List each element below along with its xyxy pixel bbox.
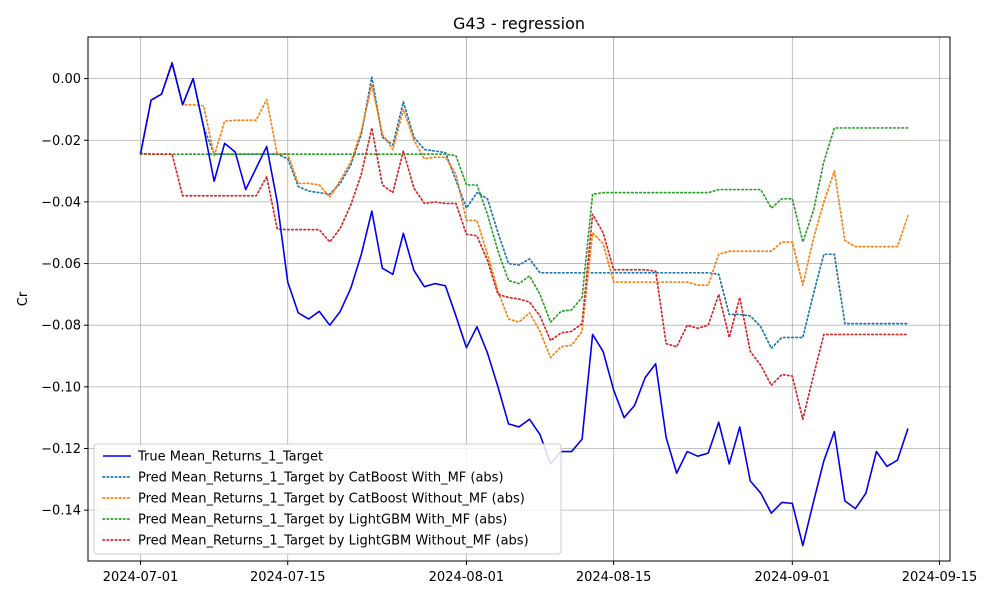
chart-title: G43 - regression [453, 14, 585, 33]
x-tick-label: 2024-08-01 [429, 570, 505, 585]
x-tick-label: 2024-07-01 [103, 570, 179, 585]
y-axis-label: Cr [16, 291, 31, 306]
y-tick-label: −0.14 [41, 504, 81, 519]
series-lines [139, 60, 909, 547]
y-tick-label: 0.00 [52, 72, 81, 87]
plot-frame [87, 36, 951, 562]
x-tick-label: 2024-08-15 [576, 570, 652, 585]
legend-entry-4: Pred Mean_Returns_1_Target by LightGBM W… [138, 534, 529, 549]
series-line-0 [139, 62, 909, 547]
legend-box [93, 443, 562, 555]
series-line-3 [139, 127, 909, 323]
y-tick-label: −0.10 [41, 380, 81, 395]
y-tick-label: −0.06 [41, 257, 81, 272]
legend-entry-0: True Mean_Returns_1_Target [137, 450, 323, 465]
series-line-4 [139, 127, 909, 421]
legend-entry-2: Pred Mean_Returns_1_Target by CatBoost W… [138, 492, 525, 507]
y-tick-label: −0.08 [41, 319, 81, 334]
x-tick-label: 2024-09-01 [755, 570, 831, 585]
legend-entry-3: Pred Mean_Returns_1_Target by LightGBM W… [138, 513, 507, 528]
x-tick-label: 2024-07-15 [250, 570, 326, 585]
x-tick-label: 2024-09-15 [902, 570, 978, 585]
legend: True Mean_Returns_1_Target Pred Mean_Retu… [93, 443, 562, 555]
legend-entry-1: Pred Mean_Returns_1_Target by CatBoost W… [138, 471, 504, 486]
y-tick-label: −0.04 [41, 195, 81, 210]
x-axis-ticks: 2024-07-01 2024-07-15 2024-08-01 2024-08-15… [103, 561, 977, 585]
series-line-2 [139, 60, 909, 359]
y-axis-ticks: 0.00 −0.02 −0.04 −0.06 −0.08 −0.10 −0.12 −0.14 [41, 72, 88, 519]
series-line-1 [139, 62, 909, 350]
y-tick-label: −0.12 [41, 442, 81, 457]
y-tick-label: −0.02 [41, 134, 81, 149]
